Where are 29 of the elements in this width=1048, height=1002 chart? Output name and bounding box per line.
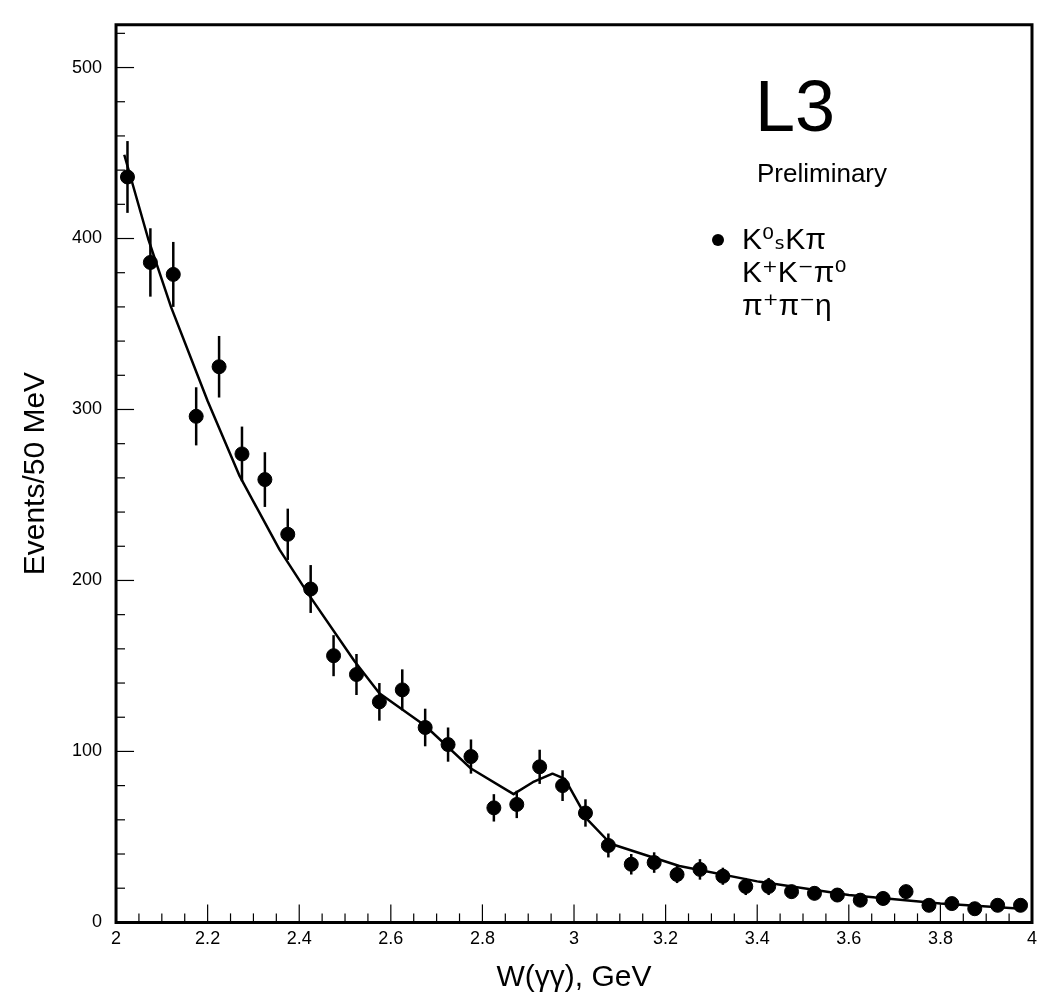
x-tick-label: 3.2 <box>653 928 679 949</box>
x-tick-label: 3.6 <box>836 928 862 949</box>
legend-label: K⁰ₛKπ K⁺K⁻π⁰ π⁺π⁻η <box>742 222 847 321</box>
x-tick-label: 2.2 <box>195 928 221 949</box>
y-tick-label: 0 <box>92 911 103 932</box>
y-tick-label: 500 <box>71 56 103 77</box>
annotation: Preliminary <box>757 158 888 188</box>
annotation: L3 <box>755 66 836 146</box>
y-tick-label: 300 <box>71 398 103 419</box>
point <box>967 901 983 917</box>
x-tick-label: 4 <box>1026 928 1038 949</box>
x-tick-label: 2.8 <box>469 928 495 949</box>
x-axis-title: W(γγ), GeV <box>496 959 652 993</box>
point <box>990 897 1006 913</box>
x-tick-label: 3.8 <box>927 928 953 949</box>
y-tick-label: 200 <box>71 569 103 590</box>
y-tick-label: 400 <box>71 227 103 248</box>
y-tick-label: 100 <box>71 740 103 761</box>
point <box>875 890 891 906</box>
x-tick-label: 2.6 <box>378 928 404 949</box>
point <box>898 884 914 900</box>
x-tick-label: 2 <box>111 928 122 949</box>
y-axis-title: Events/50 MeV <box>17 371 51 576</box>
point <box>921 897 937 913</box>
x-tick-label: 3 <box>569 928 580 949</box>
point <box>944 896 960 912</box>
x-tick-label: 2.4 <box>286 928 312 949</box>
point <box>1013 897 1029 913</box>
x-tick-label: 3.4 <box>744 928 770 949</box>
